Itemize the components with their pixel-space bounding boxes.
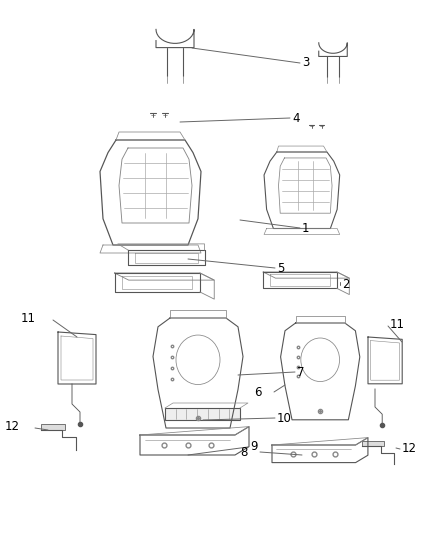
Text: 1: 1 <box>302 222 310 235</box>
Bar <box>362 441 384 446</box>
Text: 9: 9 <box>250 440 258 454</box>
Text: 11: 11 <box>390 319 405 332</box>
Text: 10: 10 <box>277 411 292 424</box>
Text: 3: 3 <box>302 56 309 69</box>
Text: 5: 5 <box>277 262 284 274</box>
Text: 11: 11 <box>21 312 36 326</box>
Text: 8: 8 <box>240 447 248 459</box>
Text: 7: 7 <box>297 366 304 378</box>
Text: 12: 12 <box>402 442 417 456</box>
Text: 2: 2 <box>342 279 350 292</box>
Text: 6: 6 <box>254 385 262 399</box>
Bar <box>165 408 240 420</box>
Text: 12: 12 <box>5 421 20 433</box>
Bar <box>40 424 65 430</box>
Text: 4: 4 <box>292 111 300 125</box>
